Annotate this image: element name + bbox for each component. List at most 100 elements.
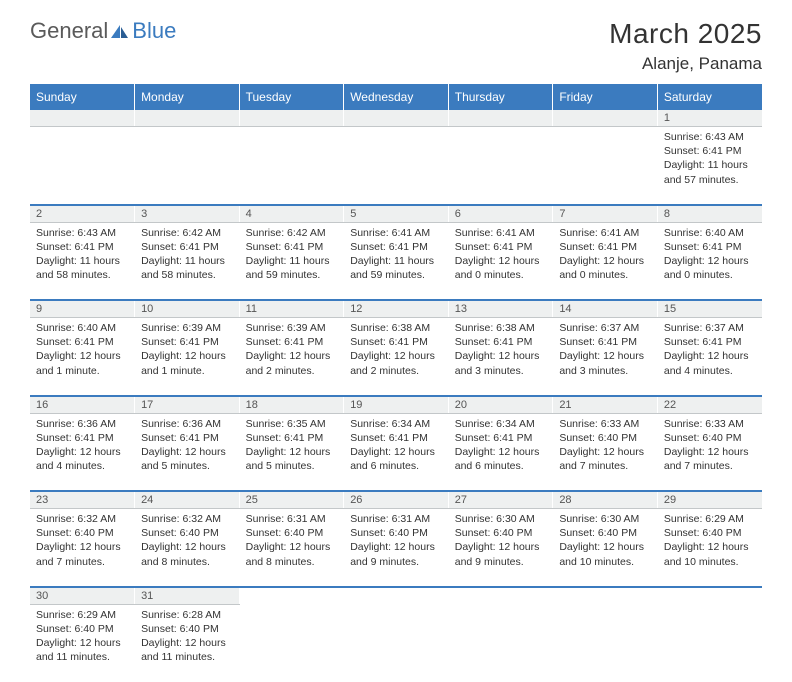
daylight-text: Daylight: 11 hours and 57 minutes. [664,158,756,186]
day-content [135,127,240,205]
sunset-text: Sunset: 6:40 PM [664,431,756,445]
dayname-wed: Wednesday [344,84,449,110]
day-content: Sunrise: 6:34 AMSunset: 6:41 PMDaylight:… [344,413,449,491]
title-block: March 2025 Alanje, Panama [609,18,762,74]
day-content [553,604,658,682]
day-number [344,110,449,127]
header: General Blue March 2025 Alanje, Panama [30,18,762,74]
sunset-text: Sunset: 6:40 PM [559,526,651,540]
sunrise-text: Sunrise: 6:28 AM [141,608,233,622]
day-content [344,127,449,205]
daylight-text: Daylight: 12 hours and 2 minutes. [350,349,442,377]
daylight-text: Daylight: 12 hours and 1 minute. [36,349,128,377]
sunrise-text: Sunrise: 6:38 AM [350,321,442,335]
sunset-text: Sunset: 6:41 PM [455,431,547,445]
day-content: Sunrise: 6:42 AMSunset: 6:41 PMDaylight:… [135,222,240,300]
daylight-text: Daylight: 11 hours and 59 minutes. [350,254,442,282]
sunrise-text: Sunrise: 6:31 AM [246,512,338,526]
day-number [553,587,658,605]
sunrise-text: Sunrise: 6:34 AM [455,417,547,431]
sunset-text: Sunset: 6:41 PM [559,240,651,254]
day-number: 11 [239,300,344,318]
day-number: 21 [553,396,658,414]
sunrise-text: Sunrise: 6:30 AM [559,512,651,526]
day-number: 3 [135,205,240,223]
sunset-text: Sunset: 6:41 PM [350,431,442,445]
day-number: 10 [135,300,240,318]
sunrise-text: Sunrise: 6:41 AM [350,226,442,240]
sunset-text: Sunset: 6:41 PM [350,335,442,349]
day-number: 7 [553,205,658,223]
daylight-text: Daylight: 12 hours and 11 minutes. [36,636,128,664]
daylight-text: Daylight: 11 hours and 59 minutes. [246,254,338,282]
sunrise-text: Sunrise: 6:29 AM [664,512,756,526]
sunset-text: Sunset: 6:41 PM [246,240,338,254]
day-number: 22 [657,396,762,414]
day-content: Sunrise: 6:36 AMSunset: 6:41 PMDaylight:… [135,413,240,491]
daylight-text: Daylight: 12 hours and 10 minutes. [559,540,651,568]
day-content: Sunrise: 6:28 AMSunset: 6:40 PMDaylight:… [135,604,240,682]
day-content: Sunrise: 6:35 AMSunset: 6:41 PMDaylight:… [239,413,344,491]
day-number [239,587,344,605]
day-number: 31 [135,587,240,605]
day-number: 4 [239,205,344,223]
day-number [553,110,658,127]
sunrise-text: Sunrise: 6:41 AM [559,226,651,240]
day-number: 30 [30,587,135,605]
calendar-table: Sunday Monday Tuesday Wednesday Thursday… [30,84,762,682]
day-content: Sunrise: 6:38 AMSunset: 6:41 PMDaylight:… [448,318,553,396]
day-number: 1 [657,110,762,127]
day-number [135,110,240,127]
daylight-text: Daylight: 12 hours and 7 minutes. [559,445,651,473]
day-number: 28 [553,491,658,509]
daylight-text: Daylight: 12 hours and 0 minutes. [455,254,547,282]
day-number: 24 [135,491,240,509]
day-content: Sunrise: 6:40 AMSunset: 6:41 PMDaylight:… [30,318,135,396]
day-content: Sunrise: 6:39 AMSunset: 6:41 PMDaylight:… [135,318,240,396]
day-content: Sunrise: 6:34 AMSunset: 6:41 PMDaylight:… [448,413,553,491]
sunrise-text: Sunrise: 6:43 AM [664,130,756,144]
sunset-text: Sunset: 6:41 PM [455,335,547,349]
day-content: Sunrise: 6:40 AMSunset: 6:41 PMDaylight:… [657,222,762,300]
dayname-sat: Saturday [657,84,762,110]
day-number: 18 [239,396,344,414]
day-content [448,127,553,205]
sunset-text: Sunset: 6:41 PM [350,240,442,254]
day-number: 17 [135,396,240,414]
daylight-text: Daylight: 12 hours and 2 minutes. [246,349,338,377]
content-row: Sunrise: 6:40 AMSunset: 6:41 PMDaylight:… [30,318,762,396]
sunset-text: Sunset: 6:40 PM [559,431,651,445]
sunrise-text: Sunrise: 6:29 AM [36,608,128,622]
dayname-tue: Tuesday [239,84,344,110]
daylight-text: Daylight: 12 hours and 10 minutes. [664,540,756,568]
day-content: Sunrise: 6:30 AMSunset: 6:40 PMDaylight:… [448,509,553,587]
dayname-sun: Sunday [30,84,135,110]
content-row: Sunrise: 6:43 AMSunset: 6:41 PMDaylight:… [30,222,762,300]
sunset-text: Sunset: 6:41 PM [141,240,233,254]
daylight-text: Daylight: 12 hours and 8 minutes. [141,540,233,568]
sunset-text: Sunset: 6:41 PM [246,335,338,349]
day-number [239,110,344,127]
daylight-text: Daylight: 11 hours and 58 minutes. [36,254,128,282]
day-content: Sunrise: 6:33 AMSunset: 6:40 PMDaylight:… [657,413,762,491]
day-content: Sunrise: 6:32 AMSunset: 6:40 PMDaylight:… [135,509,240,587]
daylight-text: Daylight: 12 hours and 11 minutes. [141,636,233,664]
content-row: Sunrise: 6:36 AMSunset: 6:41 PMDaylight:… [30,413,762,491]
day-number [657,587,762,605]
sunrise-text: Sunrise: 6:31 AM [350,512,442,526]
sunrise-text: Sunrise: 6:35 AM [246,417,338,431]
sunset-text: Sunset: 6:41 PM [455,240,547,254]
sunset-text: Sunset: 6:41 PM [664,240,756,254]
day-number: 8 [657,205,762,223]
sunrise-text: Sunrise: 6:39 AM [141,321,233,335]
sunset-text: Sunset: 6:40 PM [141,622,233,636]
logo: General Blue [30,18,176,44]
daynum-row: 23242526272829 [30,491,762,509]
sunset-text: Sunset: 6:41 PM [246,431,338,445]
day-number: 26 [344,491,449,509]
sunset-text: Sunset: 6:41 PM [36,431,128,445]
day-number: 13 [448,300,553,318]
day-content: Sunrise: 6:42 AMSunset: 6:41 PMDaylight:… [239,222,344,300]
content-row: Sunrise: 6:43 AMSunset: 6:41 PMDaylight:… [30,127,762,205]
day-number [448,110,553,127]
